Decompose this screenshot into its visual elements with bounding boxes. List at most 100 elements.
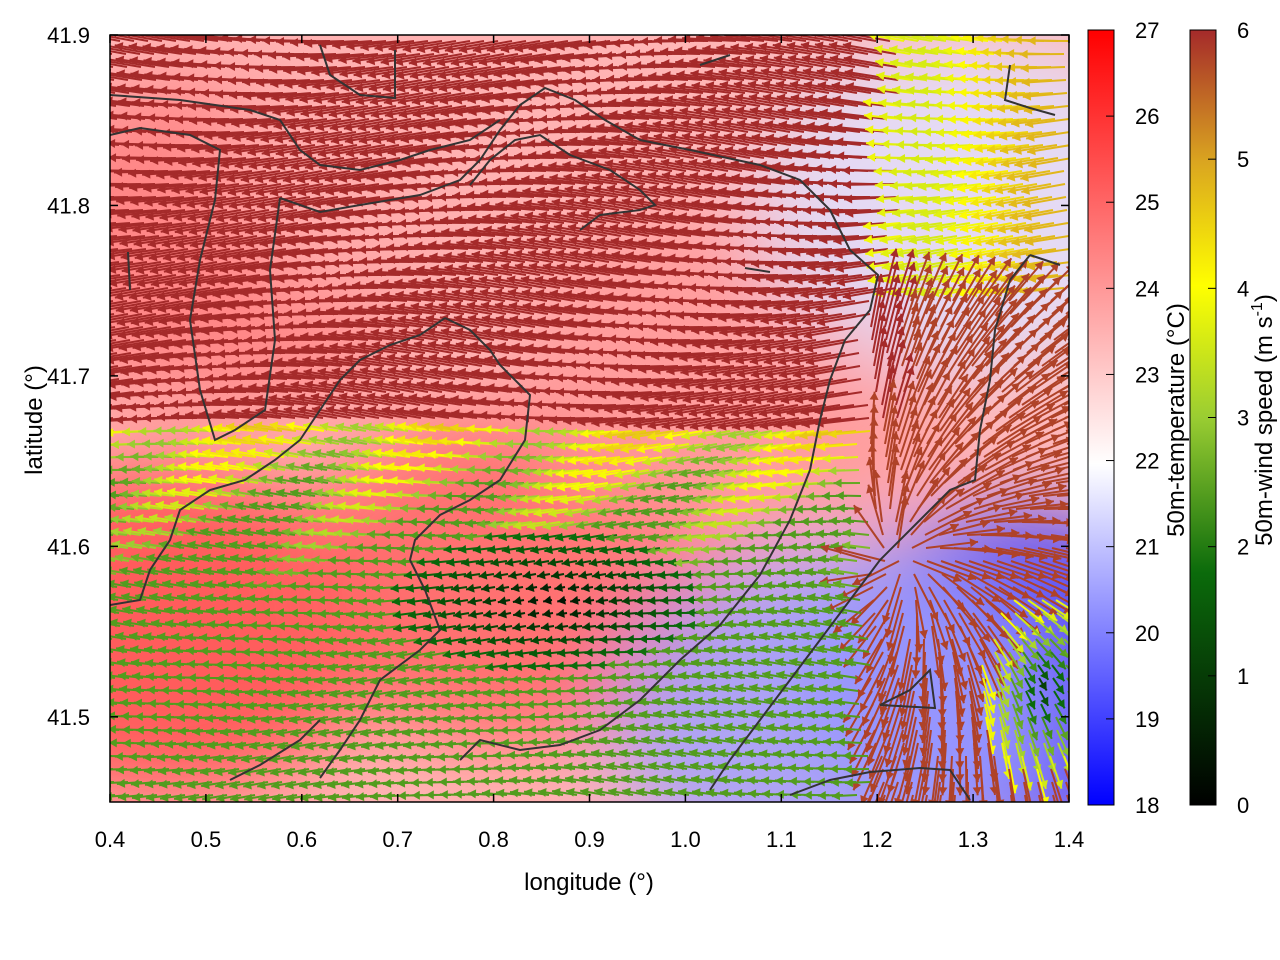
wind-arrow-head [963, 157, 972, 166]
wind-arrow-shaft [464, 277, 519, 289]
wind-arrow-head [466, 82, 476, 92]
wind-arrow-head [472, 44, 482, 54]
wind-arrow-head [269, 64, 278, 74]
wind-arrow-head [528, 43, 538, 53]
wind-arrow-head [959, 101, 968, 111]
wind-arrow-head [800, 41, 810, 51]
wind-arrow-shaft [482, 216, 537, 224]
wind-arrow-head [58, 164, 66, 173]
wind-arrow-head [416, 158, 425, 168]
wind-arrow-head [932, 73, 941, 83]
wind-arrow-shaft [828, 43, 883, 55]
wind-arrow-head [458, 44, 468, 54]
wind-arrow-shaft [595, 225, 650, 237]
wind-arrow-head [471, 250, 481, 260]
wind-arrow-shaft [352, 284, 407, 289]
wind-arrow-shaft [366, 170, 421, 180]
wind-arrow-head [950, 156, 959, 166]
wind-arrow-shaft [634, 75, 689, 81]
wind-arrow-head [437, 289, 447, 298]
wind-arrow-head [750, 244, 759, 254]
wind-arrow-shaft [359, 144, 414, 156]
wind-arrow-shaft [115, 57, 170, 68]
wind-arrow-shaft [507, 290, 562, 302]
wind-arrow-shaft [570, 265, 625, 276]
wind-arrow-head [816, 192, 825, 202]
wind-arrow-head [828, 41, 838, 51]
wind-arrow-head [982, 198, 992, 208]
wind-arrow-head [969, 60, 978, 70]
wind-arrow-head [907, 99, 916, 109]
wind-arrow-head [878, 98, 887, 108]
wind-arrow-head [723, 257, 732, 267]
wind-arrow-head [384, 109, 394, 119]
wind-arrow-head [640, 265, 649, 275]
wind-arrow-head [983, 89, 992, 99]
wind-arrow-head [184, 290, 194, 300]
wind-arrow-head [1006, 49, 1015, 59]
wind-arrow-head [287, 121, 297, 131]
wind-arrow-head [199, 60, 208, 70]
wind-arrow-shaft [190, 131, 245, 137]
wind-arrow-head [301, 236, 310, 246]
wind-arrow-head [262, 275, 271, 285]
wind-arrow-shaft [632, 160, 687, 172]
wind-arrow-shaft [413, 232, 468, 237]
wind-arrow-head [229, 90, 238, 100]
wind-arrow-shaft [831, 209, 886, 214]
wind-arrow-shaft [429, 255, 484, 263]
wind-arrow-shaft [590, 279, 645, 289]
wind-arrow-shaft [395, 293, 450, 302]
wind-arrow-shaft [372, 131, 427, 143]
wind-arrow-head [178, 157, 187, 167]
wind-arrow-shaft [549, 176, 604, 185]
wind-arrow-head [909, 127, 918, 137]
wind-arrow-head [576, 276, 586, 286]
wind-arrow-head [802, 191, 811, 201]
wind-arrow-head [950, 275, 960, 285]
wind-arrow-head [674, 282, 683, 292]
wind-arrow-head [374, 42, 384, 52]
wind-arrow-head [510, 104, 519, 114]
wind-arrow-shaft [456, 241, 511, 250]
wind-arrow-head [317, 259, 326, 269]
wind-arrow-head [92, 251, 101, 260]
wind-arrow-head [228, 76, 237, 86]
wind-arrow-shaft [542, 40, 597, 50]
wind-arrow-shaft [177, 261, 232, 273]
wind-arrow-shaft [174, 222, 229, 234]
wind-arrow-head [962, 143, 971, 153]
wind-arrow-head [906, 208, 915, 218]
wind-arrow-head [342, 222, 351, 232]
wind-arrow-shaft [623, 226, 678, 237]
wind-arrow-head [626, 37, 635, 47]
wind-arrow-shaft [259, 235, 314, 246]
wind-arrow-shaft [170, 287, 225, 299]
wind-arrow-shaft [707, 108, 762, 120]
wind-arrow-head [73, 179, 81, 188]
wind-arrow-head [865, 248, 874, 258]
wind-arrow-head [192, 35, 201, 41]
wind-arrow-head [835, 263, 845, 273]
wind-arrow-head [254, 287, 263, 297]
wind-arrow-head [806, 248, 815, 258]
wind-arrow-head [676, 70, 685, 80]
wind-arrow-shaft [299, 92, 354, 102]
wind-arrow-head [790, 219, 799, 229]
wind-arrow-head [75, 318, 84, 327]
wind-arrow-head [370, 220, 379, 230]
wind-arrow-shaft [316, 131, 371, 143]
wind-arrow-head [269, 187, 279, 197]
wind-arrow-head [146, 99, 155, 109]
wind-arrow-shaft [828, 287, 883, 298]
wind-arrow-shaft [160, 222, 215, 233]
wind-arrow-head [633, 60, 642, 70]
wind-arrow-head [919, 195, 928, 205]
wind-arrow-head [906, 86, 915, 95]
wind-arrow-head [262, 36, 271, 46]
wind-arrow-shaft [539, 225, 594, 237]
wind-arrow-head [917, 45, 926, 55]
wind-arrow-head [257, 213, 267, 223]
wind-arrow-head [117, 210, 126, 220]
wind-arrow-head [283, 187, 293, 197]
